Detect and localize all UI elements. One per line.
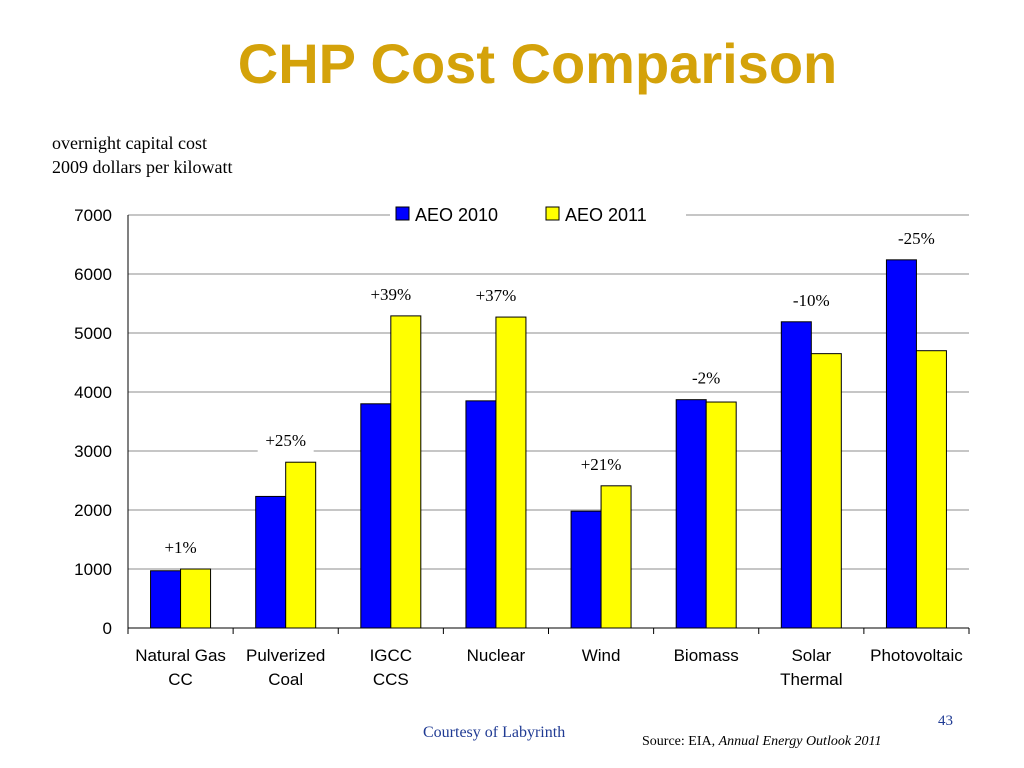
data-label: -25% xyxy=(898,229,935,248)
bar xyxy=(465,400,497,629)
source-publication: Annual Energy Outlook 2011 xyxy=(718,734,882,749)
bar xyxy=(810,353,842,629)
data-label-bg xyxy=(783,288,840,313)
data-label-bg xyxy=(683,366,730,391)
data-label-bg xyxy=(888,226,945,251)
source-note: Source: EIA, Annual Energy Outlook 2011 xyxy=(642,734,882,750)
data-label: +21% xyxy=(581,455,622,474)
bar xyxy=(885,259,917,629)
bar xyxy=(360,403,392,629)
y-tick-label: 4000 xyxy=(74,383,112,402)
y-tick-label: 3000 xyxy=(74,442,112,461)
x-tick-label: CCS xyxy=(373,670,409,689)
bar xyxy=(285,461,317,629)
legend-swatch xyxy=(545,206,560,221)
x-tick-label: Nuclear xyxy=(467,646,526,665)
x-tick-label: Wind xyxy=(582,646,621,665)
source-prefix: Source: EIA, xyxy=(642,734,719,749)
bar xyxy=(915,350,947,629)
data-label-bg xyxy=(362,282,419,307)
data-label-bg xyxy=(257,429,314,454)
x-tick-label: CC xyxy=(168,670,193,689)
bar xyxy=(780,321,812,629)
x-tick-label: Pulverized xyxy=(246,646,325,665)
bar xyxy=(150,570,182,629)
legend-label: AEO 2010 xyxy=(415,205,498,225)
bar xyxy=(495,316,527,629)
data-label: -2% xyxy=(692,369,720,388)
x-tick-label: Solar xyxy=(791,646,831,665)
legend-label: AEO 2011 xyxy=(565,205,647,225)
bar xyxy=(675,399,707,629)
data-label: +25% xyxy=(265,431,306,450)
subtitle-line-1: overnight capital cost xyxy=(52,133,207,153)
x-tick-label: Coal xyxy=(268,670,303,689)
bar xyxy=(180,568,212,629)
x-tick-label: Natural Gas xyxy=(135,646,226,665)
slide-number: 43 xyxy=(938,713,953,729)
bar xyxy=(255,495,287,629)
data-label: -10% xyxy=(793,291,830,310)
x-tick-label: Biomass xyxy=(674,646,739,665)
x-tick-label: IGCC xyxy=(370,646,413,665)
bar xyxy=(705,401,737,629)
x-tick-label: Thermal xyxy=(780,670,842,689)
data-label-bg xyxy=(573,452,630,477)
data-label: +37% xyxy=(476,286,517,305)
chart-subtitle: overnight capital cost 2009 dollars per … xyxy=(52,131,232,179)
data-label-bg xyxy=(467,284,524,309)
y-tick-label: 6000 xyxy=(74,265,112,284)
x-tick-label: Photovoltaic xyxy=(870,646,963,665)
bar xyxy=(570,510,602,629)
slide-title: CHP Cost Comparison xyxy=(237,32,838,95)
y-tick-label: 0 xyxy=(103,619,112,638)
data-label-bg xyxy=(157,536,204,560)
bar xyxy=(600,485,632,629)
data-label: +1% xyxy=(164,538,196,557)
y-tick-label: 5000 xyxy=(74,324,112,343)
subtitle-line-2: 2009 dollars per kilowatt xyxy=(52,157,233,177)
legend-bg xyxy=(390,201,686,227)
legend-swatch xyxy=(395,206,410,221)
bar xyxy=(390,315,422,629)
data-label: +39% xyxy=(370,285,411,304)
y-tick-label: 7000 xyxy=(74,206,112,225)
y-tick-label: 2000 xyxy=(74,501,112,520)
courtesy-note: Courtesy of Labyrinth xyxy=(423,724,566,741)
y-tick-label: 1000 xyxy=(74,560,112,579)
